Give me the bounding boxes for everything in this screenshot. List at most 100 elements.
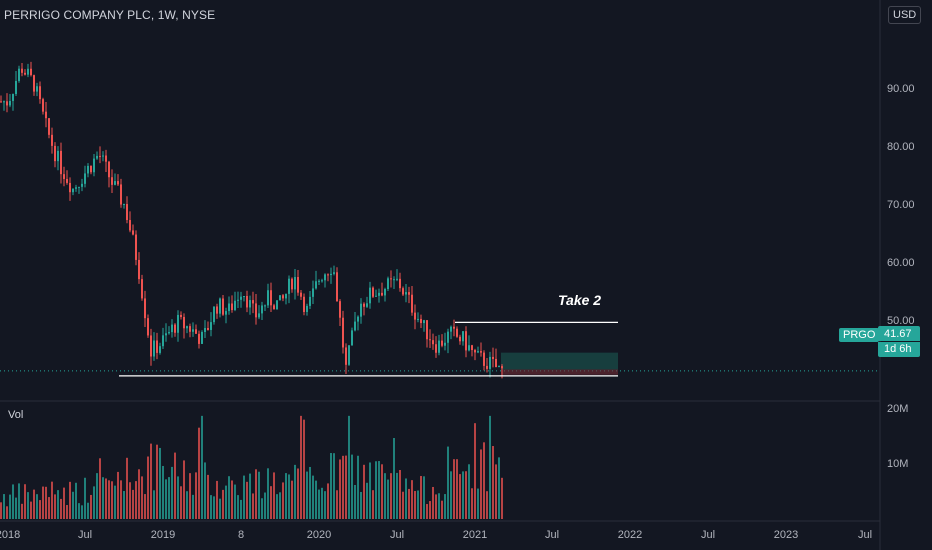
volume-bar	[114, 485, 116, 519]
volume-bar	[456, 459, 458, 519]
candle-body	[444, 342, 446, 346]
candle-body	[306, 305, 308, 312]
candle-body	[372, 287, 374, 297]
candle-body	[195, 329, 197, 334]
volume-bar	[327, 483, 329, 519]
candle-body	[249, 300, 251, 308]
candle-body	[420, 318, 422, 324]
volume-bar	[435, 494, 437, 519]
price-tick-label: 90.00	[887, 82, 915, 95]
volume-bar	[465, 471, 467, 519]
volume-bar	[486, 491, 488, 519]
volume-bar	[150, 443, 152, 519]
candle-body	[63, 174, 65, 179]
candle-body	[207, 327, 209, 330]
candle-body	[417, 318, 419, 320]
candle-body	[366, 303, 368, 307]
candle-body	[141, 279, 143, 299]
candle-body	[18, 68, 20, 81]
candle-body	[57, 150, 59, 162]
candle-body	[171, 324, 173, 333]
volume-bar	[147, 456, 149, 519]
volume-tick-label: 20M	[887, 403, 909, 416]
volume-bar	[246, 481, 248, 519]
volume-bar	[6, 506, 8, 519]
candle-body	[186, 326, 188, 329]
volume-bar	[324, 491, 326, 519]
candle-body	[426, 320, 428, 340]
volume-bar	[312, 475, 314, 519]
volume-bar	[276, 494, 278, 519]
candle-body	[231, 303, 233, 311]
volume-bar	[12, 484, 14, 519]
candle-body	[201, 331, 203, 344]
volume-bar	[99, 458, 101, 519]
volume-bar	[291, 480, 293, 519]
candle-body	[42, 99, 44, 112]
candle-body	[261, 305, 263, 314]
candle-body	[414, 312, 416, 320]
chart-title: PERRIGO COMPANY PLC, 1W, NYSE	[4, 8, 216, 22]
candle-body	[471, 345, 473, 351]
volume-bar	[471, 488, 473, 519]
volume-bar	[129, 482, 131, 519]
currency-button[interactable]: USD	[888, 6, 922, 24]
time-tick-label: 2021	[462, 529, 488, 541]
candle-body	[318, 280, 320, 282]
candle-body	[15, 80, 17, 95]
volume-bar	[300, 415, 302, 519]
candle-body	[273, 305, 275, 310]
volume-bar	[18, 483, 20, 519]
candle-body	[462, 331, 464, 342]
volume-bar	[414, 491, 416, 519]
volume-bar	[177, 476, 179, 519]
candle-body	[423, 320, 425, 324]
volume-bar	[0, 502, 2, 519]
candle-body	[204, 327, 206, 332]
candle-body	[129, 220, 131, 231]
volume-bar	[450, 471, 452, 519]
candle-body	[0, 101, 2, 103]
candle-body	[12, 94, 14, 101]
candle-body	[447, 331, 449, 343]
volume-bar	[438, 493, 440, 519]
volume-bar	[366, 482, 368, 519]
volume-bar	[480, 449, 482, 519]
volume-bar	[90, 494, 92, 519]
volume-bar	[354, 484, 356, 519]
volume-bar	[156, 444, 158, 519]
candle-body	[387, 278, 389, 290]
candle-body	[297, 277, 299, 293]
volume-bar	[345, 455, 347, 519]
candle-body	[336, 272, 338, 302]
volume-bar	[228, 476, 230, 519]
candle-body	[378, 292, 380, 296]
candle-body	[354, 321, 356, 331]
volume-bar	[342, 455, 344, 519]
volume-bar	[180, 486, 182, 519]
volume-bar	[132, 489, 134, 519]
candle-body	[357, 316, 359, 322]
volume-bar	[294, 464, 296, 519]
candle-body	[369, 287, 371, 304]
candle-body	[192, 329, 194, 332]
volume-bar	[126, 457, 128, 519]
candle-body	[276, 300, 278, 310]
volume-bar	[498, 457, 500, 519]
volume-bar	[63, 487, 65, 519]
volume-bar	[27, 492, 29, 519]
profit-zone	[501, 352, 618, 370]
candle-body	[456, 328, 458, 337]
volume-bar	[258, 471, 260, 519]
volume-bar	[75, 482, 77, 519]
volume-bar	[123, 491, 125, 519]
volume-bar	[351, 454, 353, 519]
volume-bar	[273, 472, 275, 519]
candle-body	[240, 296, 242, 300]
volume-bar	[321, 487, 323, 519]
volume-bar	[303, 419, 305, 519]
candle-body	[228, 303, 230, 312]
candle-body	[3, 101, 5, 103]
candle-body	[225, 311, 227, 315]
